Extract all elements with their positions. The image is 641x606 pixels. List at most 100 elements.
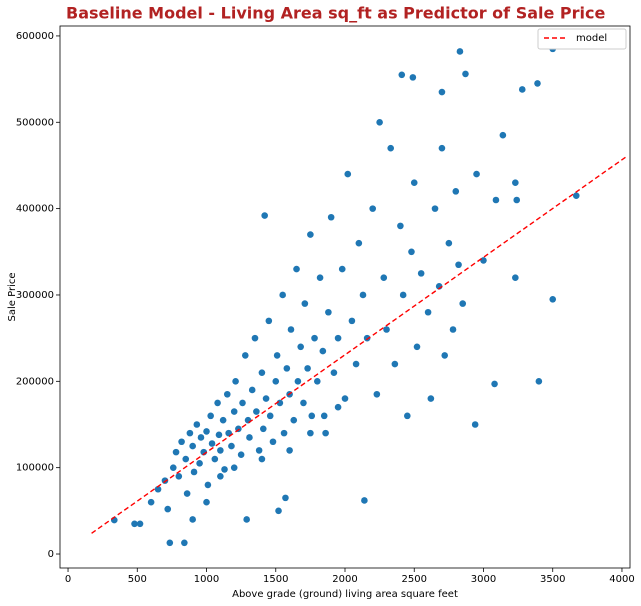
point [232, 378, 239, 385]
point [308, 412, 316, 420]
point [287, 326, 295, 333]
point [355, 239, 363, 247]
chart-title: Baseline Model - Living Area sq_ft as Pr… [66, 4, 606, 23]
x-axis-label: Above grade (ground) living area square … [232, 589, 458, 600]
point [380, 274, 388, 282]
point [399, 291, 407, 299]
point [383, 326, 390, 333]
point [348, 317, 356, 325]
point [518, 86, 526, 93]
point [181, 539, 188, 547]
point [211, 455, 219, 463]
x-tick-label: 0 [65, 574, 71, 585]
point [182, 455, 190, 463]
point [275, 507, 282, 515]
point [203, 428, 210, 435]
point [197, 434, 205, 441]
x-tick-label: 2500 [402, 574, 427, 585]
point [301, 300, 309, 307]
point [325, 308, 332, 316]
point [471, 421, 479, 428]
point [455, 261, 462, 269]
plot-frame [59, 25, 631, 569]
point [462, 70, 469, 78]
point [269, 438, 277, 446]
point [217, 472, 224, 480]
y-tick-label: 400000 [16, 204, 54, 215]
point [492, 196, 500, 204]
point [438, 144, 446, 152]
point [280, 429, 288, 437]
point [408, 248, 415, 256]
point [330, 369, 338, 376]
point [293, 265, 300, 273]
point [320, 412, 328, 420]
point [307, 429, 314, 437]
point [261, 212, 268, 219]
point [243, 516, 250, 523]
point [286, 447, 293, 454]
x-tick-label: 2000 [332, 574, 357, 585]
point [413, 343, 421, 351]
point [391, 360, 399, 368]
point [251, 334, 259, 342]
point [376, 118, 383, 126]
y-tick-label: 0 [48, 549, 54, 560]
point [410, 179, 418, 187]
legend-label: model [576, 33, 607, 44]
point [316, 274, 324, 282]
y-tick-label: 500000 [16, 117, 54, 128]
point [282, 494, 289, 502]
point [223, 390, 231, 398]
point [186, 429, 194, 437]
point [230, 408, 238, 415]
point [259, 425, 267, 433]
point [273, 352, 281, 359]
point [409, 74, 417, 81]
point [373, 390, 381, 398]
point [319, 347, 327, 355]
point [215, 431, 223, 439]
point [189, 442, 196, 450]
point [266, 412, 274, 420]
point [307, 231, 314, 238]
point [178, 438, 185, 446]
point [169, 464, 177, 471]
x-tick-label: 500 [128, 574, 147, 585]
point [246, 434, 253, 441]
y-tick-label: 100000 [16, 463, 54, 474]
point [203, 498, 210, 506]
point [166, 539, 174, 547]
point [449, 326, 457, 333]
point [248, 386, 256, 394]
point [311, 334, 318, 342]
point [427, 395, 435, 402]
point [217, 447, 224, 454]
point [338, 265, 346, 273]
point [219, 416, 227, 424]
point [359, 291, 367, 299]
point [480, 257, 487, 264]
point [221, 466, 228, 473]
point [438, 88, 446, 96]
point [154, 485, 162, 493]
point [572, 192, 580, 199]
point [164, 505, 172, 513]
point [196, 460, 203, 467]
point [473, 170, 480, 178]
point [131, 520, 138, 528]
point [294, 378, 302, 385]
point [190, 468, 198, 476]
point [445, 239, 453, 247]
y-tick-label: 300000 [16, 290, 54, 301]
point [512, 274, 519, 282]
point [175, 472, 183, 480]
point [300, 399, 307, 407]
point [207, 412, 214, 420]
point [344, 170, 352, 178]
point [265, 317, 273, 325]
point [512, 179, 519, 187]
point [363, 334, 371, 342]
point [549, 295, 557, 303]
